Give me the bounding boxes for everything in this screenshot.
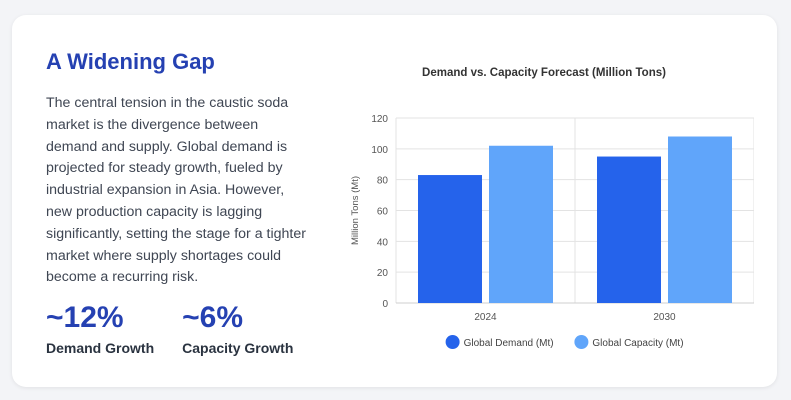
chart-title: Demand vs. Capacity Forecast (Million To…	[422, 67, 666, 79]
stats-row: ~12% Demand Growth ~6% Capacity Growth	[46, 301, 293, 357]
stat-value: ~12%	[46, 301, 124, 334]
legend-marker	[445, 335, 460, 349]
y-tick-label: 20	[377, 268, 389, 279]
legend-label: Global Capacity (Mt)	[592, 338, 683, 349]
bar-capacity	[668, 136, 732, 303]
y-tick-label: 60	[377, 207, 389, 218]
section-title: A Widening Gap	[46, 49, 215, 74]
stat-capacity-growth: ~6% Capacity Growth	[182, 301, 293, 357]
y-tick-label: 40	[377, 237, 389, 248]
text-panel: A Widening Gap The central tension in th…	[46, 47, 311, 356]
stat-label: Capacity Growth	[182, 340, 294, 356]
section-body: The central tension in the caustic soda …	[46, 95, 306, 286]
y-tick-label: 120	[371, 114, 388, 125]
bar-capacity	[489, 145, 553, 303]
bar-demand	[418, 175, 482, 303]
y-tick-label: 100	[371, 145, 388, 156]
bar-chart: 0 20 40 60 80 100 120 2024 2030 Million Tons (Mt)…	[350, 114, 755, 349]
y-axis-label: Million Tons (Mt)	[350, 176, 361, 245]
y-tick-label: 0	[382, 299, 388, 310]
stat-value: ~6%	[182, 301, 244, 334]
x-tick-label: 2030	[653, 312, 676, 323]
stat-demand-growth: ~12% Demand Growth	[46, 301, 154, 357]
content-card: A Widening Gap The central tension in th…	[12, 15, 777, 387]
stat-label: Demand Growth	[46, 340, 155, 356]
chart-panel: Demand vs. Capacity Forecast (Million To…	[334, 67, 755, 357]
x-tick-label: 2024	[474, 312, 497, 323]
y-tick-label: 80	[377, 176, 389, 187]
legend-marker	[574, 335, 589, 349]
legend-label: Global Demand (Mt)	[464, 338, 554, 349]
bar-demand	[597, 156, 661, 303]
